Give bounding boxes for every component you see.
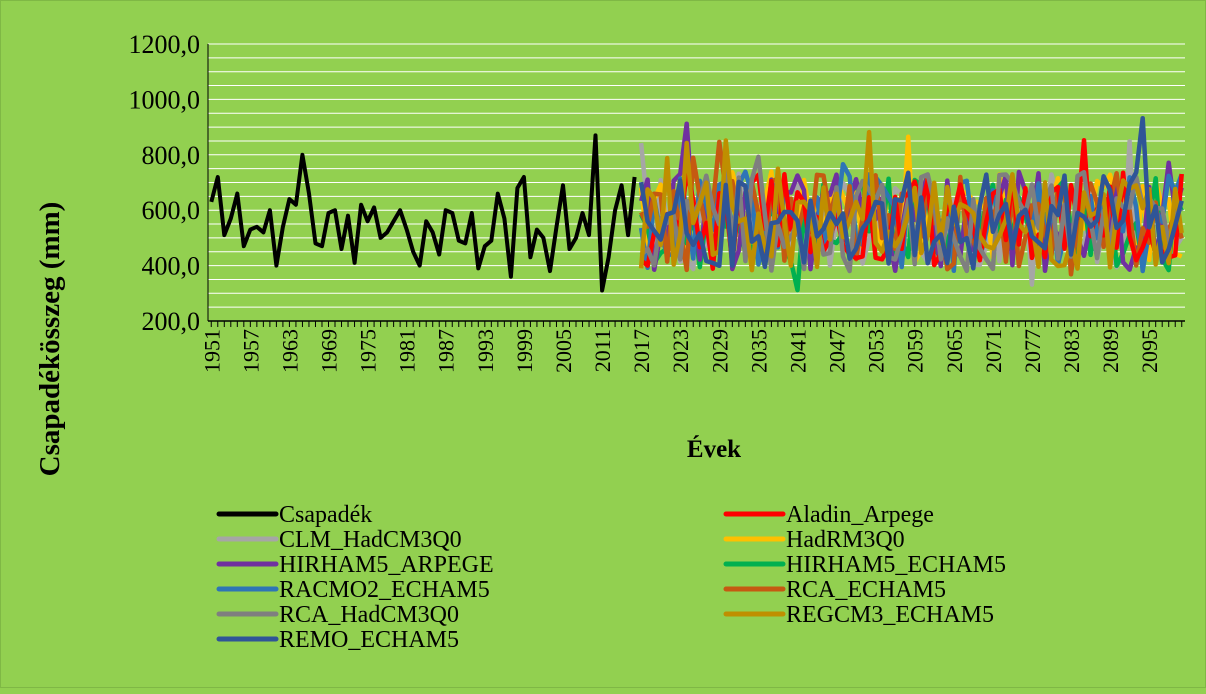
y-tick-label: 600,0 bbox=[142, 196, 201, 225]
gridlines bbox=[208, 43, 1185, 308]
series-line-csapadék bbox=[209, 133, 637, 293]
x-tick-label: 2035 bbox=[746, 329, 771, 373]
x-axis-title: Évek bbox=[687, 435, 741, 463]
x-tick-label: 1999 bbox=[512, 329, 537, 373]
x-tick-label: 1963 bbox=[277, 329, 302, 373]
x-tick-label: 1957 bbox=[238, 329, 263, 373]
x-tick-label: 2011 bbox=[590, 329, 615, 372]
legend-label: REMO_ECHAM5 bbox=[279, 627, 459, 653]
y-tick-label: 1000,0 bbox=[129, 85, 201, 114]
legend-label: RACMO2_ECHAM5 bbox=[279, 577, 490, 603]
x-tick-label: 2047 bbox=[825, 329, 850, 373]
y-tick-label: 800,0 bbox=[142, 141, 201, 170]
axes bbox=[207, 44, 1185, 322]
x-tick-label: 1969 bbox=[316, 329, 341, 373]
legend-label: Csapadék bbox=[279, 502, 372, 528]
y-tick-label: 200,0 bbox=[142, 307, 201, 336]
x-tick-label: 2077 bbox=[1020, 329, 1045, 373]
legend-label: HIRHAM5_ECHAM5 bbox=[786, 552, 1006, 578]
x-tick-label: 2005 bbox=[551, 329, 576, 373]
x-tick-label: 1975 bbox=[356, 329, 381, 373]
legend-label: RCA_ECHAM5 bbox=[786, 577, 946, 603]
x-tick-labels: 1951 1957 1963 1969 1975 1981 1987 1993 1999 2005… bbox=[199, 321, 1183, 373]
x-tick-label: 1981 bbox=[395, 329, 420, 373]
x-tick-label: 2095 bbox=[1137, 329, 1162, 373]
y-tick-labels: 200,0 400,0 600,0 800,0 1000,0 1200,0 bbox=[129, 30, 201, 336]
legend-label: CLM_HadCM3Q0 bbox=[279, 527, 462, 553]
legend-label: HadRM3Q0 bbox=[786, 527, 905, 553]
x-tick-label: 2053 bbox=[864, 329, 889, 373]
legend-label: HIRHAM5_ARPEGE bbox=[279, 552, 494, 578]
x-tick-label: 2083 bbox=[1059, 329, 1084, 373]
x-tick-label: 2029 bbox=[707, 329, 732, 373]
legend-label: Aladin_Arpege bbox=[786, 502, 934, 528]
x-tick-label: 1993 bbox=[473, 329, 498, 373]
x-tick-label: 2065 bbox=[942, 329, 967, 373]
x-tick-label: 2089 bbox=[1098, 329, 1123, 373]
y-tick-label: 400,0 bbox=[142, 252, 201, 281]
y-axis-title: Csapadékösszeg (mm) bbox=[34, 202, 66, 477]
x-tick-label: 1951 bbox=[199, 329, 224, 373]
x-tick-label: 2041 bbox=[785, 329, 810, 373]
x-tick-label: 2017 bbox=[629, 329, 654, 373]
legend-label: REGCM3_ECHAM5 bbox=[786, 602, 994, 628]
x-tick-label: 2059 bbox=[903, 329, 928, 373]
series-line-remo-echam5 bbox=[638, 115, 1184, 271]
series-layer bbox=[209, 115, 1184, 293]
x-tick-label: 2071 bbox=[981, 329, 1006, 373]
legend-label: RCA_HadCM3Q0 bbox=[279, 602, 459, 628]
legend: Csapadék Aladin_Arpege CLM_HadCM3Q0 HadRM3Q… bbox=[216, 502, 1006, 653]
x-tick-label: 1987 bbox=[434, 329, 459, 373]
x-tick-label: 2023 bbox=[668, 329, 693, 373]
y-tick-label: 1200,0 bbox=[129, 30, 201, 59]
